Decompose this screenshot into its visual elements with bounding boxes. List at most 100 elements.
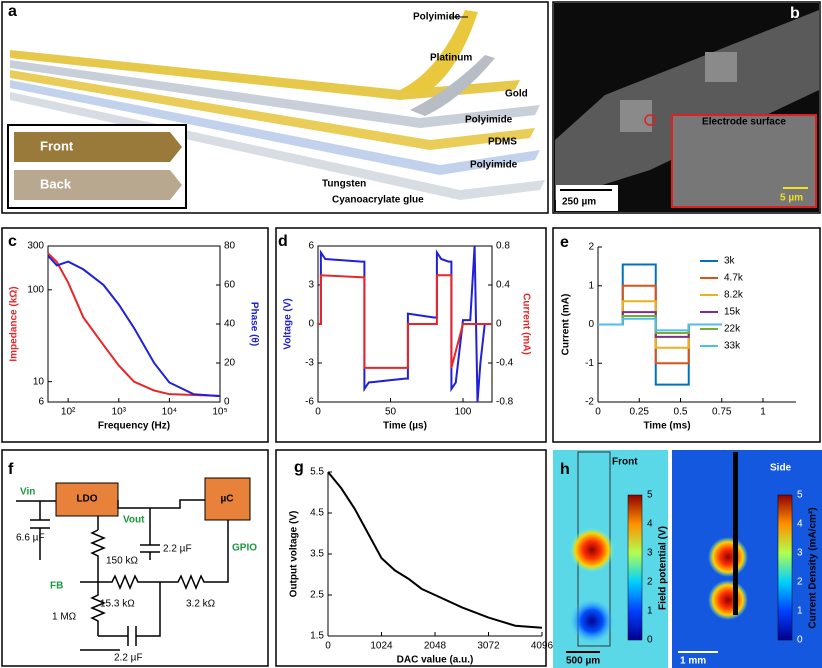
y-tick-label: -1 <box>585 358 594 369</box>
panel-h: 0 1 2 3 4 5 0 1 2 3 4 5 h Front Side Field potentia… <box>553 450 822 668</box>
label: 1 MΩ <box>52 612 77 623</box>
series-line <box>47 255 221 398</box>
x-tick-label: 1024 <box>370 641 393 652</box>
x-axis-label: Time (ms) <box>643 421 690 432</box>
panel-letter: b <box>790 5 800 22</box>
label: Vout <box>123 515 145 526</box>
panel-letter: g <box>294 459 304 476</box>
inset <box>671 114 817 208</box>
panel-letter: d <box>278 233 288 250</box>
x-axis-label: Frequency (Hz) <box>98 421 170 432</box>
x-tick-label: 1 <box>760 407 766 418</box>
y2-tick-label: 20 <box>224 358 236 369</box>
y-tick-label: 2 <box>588 242 594 253</box>
colorbar-tick-label: 1 <box>797 606 803 617</box>
colorbar-tick-label: 5 <box>647 490 653 501</box>
y-tick-label: 5.5 <box>310 467 324 478</box>
y-tick-label: -3 <box>305 358 314 369</box>
panel-frame <box>1 1 549 214</box>
legend-label: 3k <box>724 256 736 267</box>
x-tick-label: 10² <box>61 407 76 418</box>
colorbar-tick-label: 4 <box>797 519 803 530</box>
panel-b: Electrode surface 250 µm 5 µm b <box>554 3 819 212</box>
label: LDO <box>76 494 97 505</box>
colorbar-tick-label: 0 <box>797 635 803 646</box>
y-tick-label: 0 <box>588 319 594 330</box>
x-tick-label: 10³ <box>112 407 127 418</box>
label: 1 mm <box>680 656 706 667</box>
y2-axis-label: Current (mA) <box>520 293 531 355</box>
photo <box>14 170 182 200</box>
colorbar-tick-label: 3 <box>797 548 803 559</box>
label: GPIO <box>232 543 257 554</box>
label: 2.2 µF <box>163 544 192 555</box>
panel-frame <box>552 1 821 214</box>
legend-label: 15k <box>724 307 741 318</box>
y-axis-label: Current (mA) <box>561 294 572 356</box>
y-tick-label: -6 <box>305 397 314 408</box>
legend-label: 4.7k <box>724 273 744 284</box>
colorbar <box>627 494 643 641</box>
hot-spot <box>570 528 614 572</box>
x-tick-label: 3072 <box>477 641 500 652</box>
label: 2.2 µF <box>114 653 143 664</box>
panel-f: f Vin LDO Vout µC GPIO 6.6 µF 150 kΩ 2.2… <box>8 461 257 663</box>
series-line <box>47 252 221 397</box>
x-tick-label: 10⁵ <box>212 407 227 418</box>
series-line <box>318 274 492 369</box>
x-tick-label: 100 <box>455 407 472 418</box>
y-tick-label: 10 <box>33 376 45 387</box>
y-tick-label: 1.5 <box>310 631 324 642</box>
label: 15.3 kΩ <box>100 599 135 610</box>
x-tick-label: 2048 <box>424 641 447 652</box>
needle <box>733 452 738 615</box>
label: 3.2 kΩ <box>186 599 216 610</box>
label: 250 µm <box>562 197 596 208</box>
colorbar-tick-label: 2 <box>797 577 803 588</box>
y-tick-label: 4.5 <box>310 508 324 519</box>
colorbar-tick-label: 2 <box>647 577 653 588</box>
x-tick-label: 0.5 <box>674 407 688 418</box>
x-tick-label: 0.25 <box>630 407 650 418</box>
x-tick-label: 0 <box>325 641 331 652</box>
y2-tick-label: 0.8 <box>496 241 510 252</box>
x-tick-label: 50 <box>385 407 397 418</box>
y2-tick-label: 80 <box>224 241 236 252</box>
ldo <box>55 482 119 517</box>
y2-tick-label: 40 <box>224 319 236 330</box>
label: Side <box>770 463 792 474</box>
legend-label: 33k <box>724 341 741 352</box>
panel-letter: e <box>560 234 569 251</box>
panel-letter: h <box>560 461 570 478</box>
label: Front <box>612 457 638 468</box>
y-tick-label: 2.5 <box>310 590 324 601</box>
y-tick-label: 3.5 <box>310 549 324 560</box>
y-tick-label: 1 <box>588 280 594 291</box>
label: Tungsten <box>322 179 366 190</box>
y2-tick-label: -0.4 <box>496 358 514 369</box>
layer <box>10 92 545 200</box>
label: Back <box>40 176 72 191</box>
hot-spot <box>708 580 748 620</box>
label: Cyanoacrylate glue <box>332 195 424 206</box>
colorbar-tick-label: 1 <box>647 606 653 617</box>
y2-axis-label: Phase (θ) <box>248 302 259 346</box>
panel-frame <box>275 227 547 443</box>
x-axis-label: Time (µs) <box>383 421 427 432</box>
series-line <box>327 471 543 629</box>
label: Front <box>40 138 74 153</box>
y-tick-label: 300 <box>27 241 44 252</box>
label: Vin <box>20 487 35 498</box>
layer <box>400 10 478 96</box>
colorbar-ticks: 0 1 2 3 4 5 0 1 2 3 4 5 <box>647 490 803 646</box>
label: Gold <box>505 89 528 100</box>
x-tick-label: 4096 <box>531 641 554 652</box>
probe <box>555 10 819 200</box>
legend-label: 22k <box>724 324 741 335</box>
panel-frame <box>1 227 269 443</box>
panel-frame <box>552 227 821 443</box>
label: µC <box>221 494 234 505</box>
label: 500 µm <box>566 656 600 667</box>
y-tick-label: 100 <box>27 284 44 295</box>
